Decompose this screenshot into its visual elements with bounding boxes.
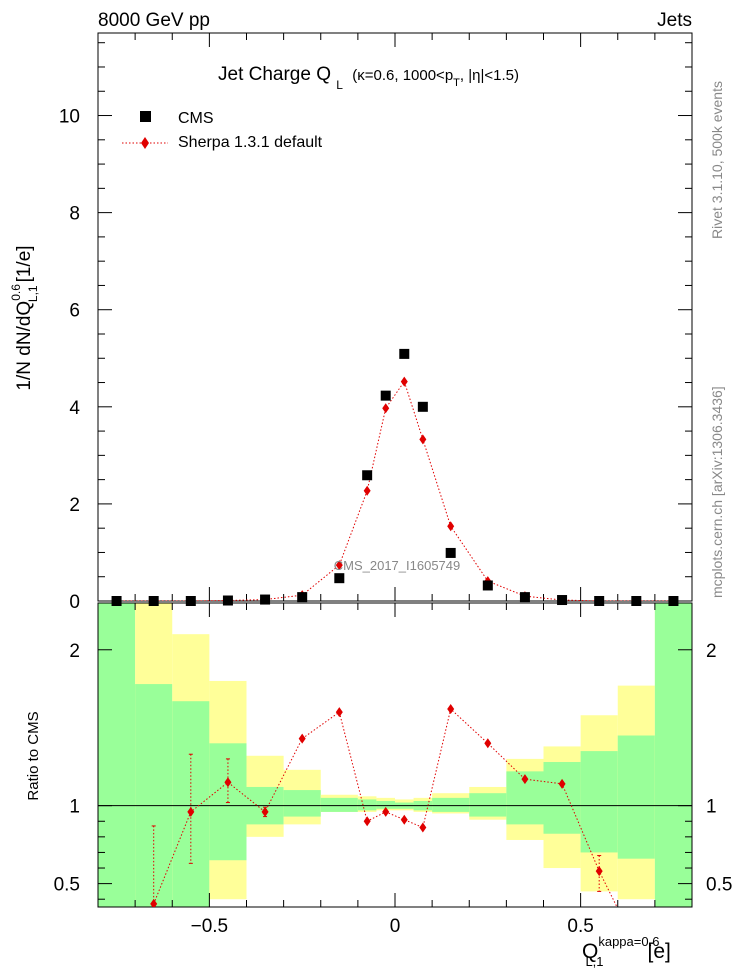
y-tick-label: 2	[69, 495, 80, 516]
cms-point-13	[519, 592, 530, 603]
sherpa-ratio-point-14	[595, 866, 603, 877]
sherpa-point-7	[363, 485, 371, 496]
cms-point-15	[594, 596, 605, 606]
y-tick-label: 0	[69, 592, 80, 613]
legend-cms-label: CMS	[178, 110, 214, 127]
axis-ticks	[97, 33, 693, 907]
cms-point-3	[222, 595, 233, 606]
legend-mc-label: Sherpa 1.3.1 default	[178, 134, 323, 151]
band-inner-5	[283, 790, 321, 817]
ratio-uncertainty-bands	[98, 603, 692, 907]
sherpa-ratio-point-1	[187, 806, 195, 817]
ratio-tick-label-right: 1	[706, 797, 717, 818]
cms-point-0	[111, 596, 122, 606]
sherpa-point-11	[447, 521, 455, 532]
cms-point-4	[260, 594, 271, 605]
cms-point-12	[482, 580, 493, 591]
band-inner-2	[172, 701, 210, 907]
y-tick-label: 6	[69, 301, 80, 322]
ratio-y-axis-label: Ratio to CMS	[25, 711, 42, 800]
sherpa-point-6	[335, 560, 343, 571]
y-axis-label: 1/N dN/dQ0.6 L,1[1/e]	[9, 245, 40, 390]
band-inner-16	[617, 735, 655, 859]
band-inner-17	[654, 603, 692, 907]
tick-labels: −0.5 0 0.5 0 2 4 6 8 10 0.5 0.5 1 1 2 2	[54, 107, 733, 937]
sherpa-ratio-point-2	[224, 777, 232, 788]
cms-point-14	[557, 595, 568, 606]
ratio-tick-label: 2	[69, 641, 80, 662]
band-inner-11	[432, 797, 470, 812]
cms-point-5	[297, 592, 308, 603]
cms-point-6	[334, 573, 345, 584]
band-inner-14	[543, 762, 581, 834]
sherpa-ratio-point-0	[150, 898, 158, 907]
sherpa-point-8	[382, 403, 390, 414]
cms-point-8	[380, 390, 391, 401]
legend-cms-marker	[140, 111, 151, 122]
band-inner-1	[135, 684, 173, 907]
cms-point-1	[148, 596, 159, 606]
sherpa-ratio-point-6	[363, 816, 371, 827]
sherpa-ratio-point-12	[521, 774, 529, 785]
ratio-tick-label-right: 0.5	[706, 875, 732, 896]
band-inner-8	[376, 800, 395, 809]
header-right: Jets	[657, 10, 692, 31]
band-inner-15	[580, 751, 618, 853]
rivet-version-text: Rivet 3.1.10, 500k events	[709, 81, 725, 239]
y-tick-label: 4	[69, 398, 80, 419]
x-tick-label: 0.5	[567, 916, 593, 937]
sherpa-ratio-point-5	[335, 707, 343, 718]
sherpa-series-ratio	[150, 704, 618, 907]
sherpa-ratio-point-11	[484, 738, 492, 749]
sherpa-ratio-point-8	[400, 814, 408, 825]
cms-point-11	[445, 547, 456, 558]
sherpa-ratio-point-4	[298, 733, 306, 744]
cms-point-16	[631, 596, 642, 606]
sherpa-point-10	[419, 434, 427, 445]
ratio-tick-label: 0.5	[54, 875, 80, 896]
analysis-watermark: CMS_2017_I1605749	[334, 558, 461, 573]
sherpa-ratio-point-7	[382, 806, 390, 817]
chart-title: Jet Charge Q L (κ=0.6, 1000<pT, |η|<1.5)	[218, 64, 519, 94]
x-axis-label: Qkappa=0.6 L,1 [e]	[582, 934, 671, 969]
cms-point-9	[399, 348, 410, 359]
ratio-tick-label: 1	[69, 797, 80, 818]
cms-point-17	[668, 596, 679, 606]
band-inner-12	[469, 793, 507, 817]
sherpa-ratio-point-10	[447, 704, 455, 715]
legend: CMS Sherpa 1.3.1 default	[122, 110, 323, 151]
ratio-tick-label-right: 2	[706, 641, 717, 662]
y-tick-label: 10	[59, 107, 80, 128]
sherpa-ratio-point-3	[261, 806, 269, 817]
x-tick-label: −0.5	[191, 916, 229, 937]
mcplots-text: mcplots.cern.ch [arXiv:1306.3436]	[709, 386, 725, 598]
header-left: 8000 GeV pp	[98, 10, 210, 31]
sherpa-point-9	[400, 376, 408, 387]
sherpa-ratio-point-9	[419, 822, 427, 833]
cms-point-2	[185, 596, 196, 606]
band-inner-7	[357, 799, 377, 811]
cms-series	[111, 348, 679, 606]
legend-mc-marker	[141, 137, 149, 149]
band-inner-6	[320, 797, 358, 812]
sherpa-ratio-point-13	[558, 778, 566, 789]
cms-point-7	[362, 470, 373, 481]
sherpa-line	[116, 380, 674, 601]
cms-point-10	[417, 401, 428, 412]
x-tick-label: 0	[390, 916, 401, 937]
y-tick-label: 8	[69, 204, 80, 225]
band-inner-0	[98, 603, 136, 907]
